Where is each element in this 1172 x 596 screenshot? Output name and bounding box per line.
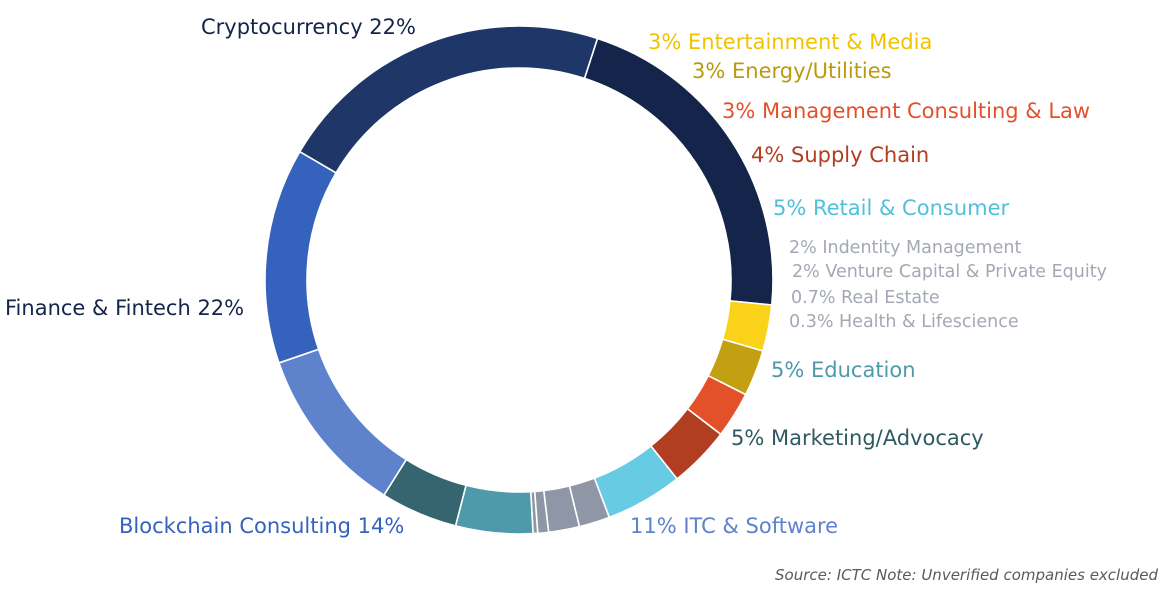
slice-label-1: 3% Entertainment & Media [648,30,933,54]
slice-label-13: Blockchain Consulting 14% [119,514,405,538]
slice-label-5: 5% Retail & Consumer [773,196,1010,220]
slice-13 [264,150,338,364]
slice-label-8: 0.7% Real Estate [791,288,940,308]
slice-label-10: 5% Education [771,358,916,382]
slice-10 [454,484,534,535]
slice-label-11: 5% Marketing/Advocacy [731,426,984,450]
slice-label-2: 3% Energy/Utilities [692,59,892,83]
slice-label-3: 3% Management Consulting & Law [722,99,1091,123]
slice-label-9: 0.3% Health & Lifescience [789,312,1019,332]
slice-12 [277,348,408,497]
slice-label-12: 11% ITC & Software [630,514,839,538]
slice-label-6: 2% Indentity Management [789,238,1022,258]
slice-label-7: 2% Venture Capital & Private Equity [792,262,1107,282]
slice-label-0: Cryptocurrency 22% [201,15,416,39]
slice-label-4: 4% Supply Chain [751,143,930,167]
slice-14 [298,25,599,174]
source-note: Source: ICTC Note: Unverified companies … [775,566,1158,584]
slice-label-14: Finance & Fintech 22% [5,296,245,320]
